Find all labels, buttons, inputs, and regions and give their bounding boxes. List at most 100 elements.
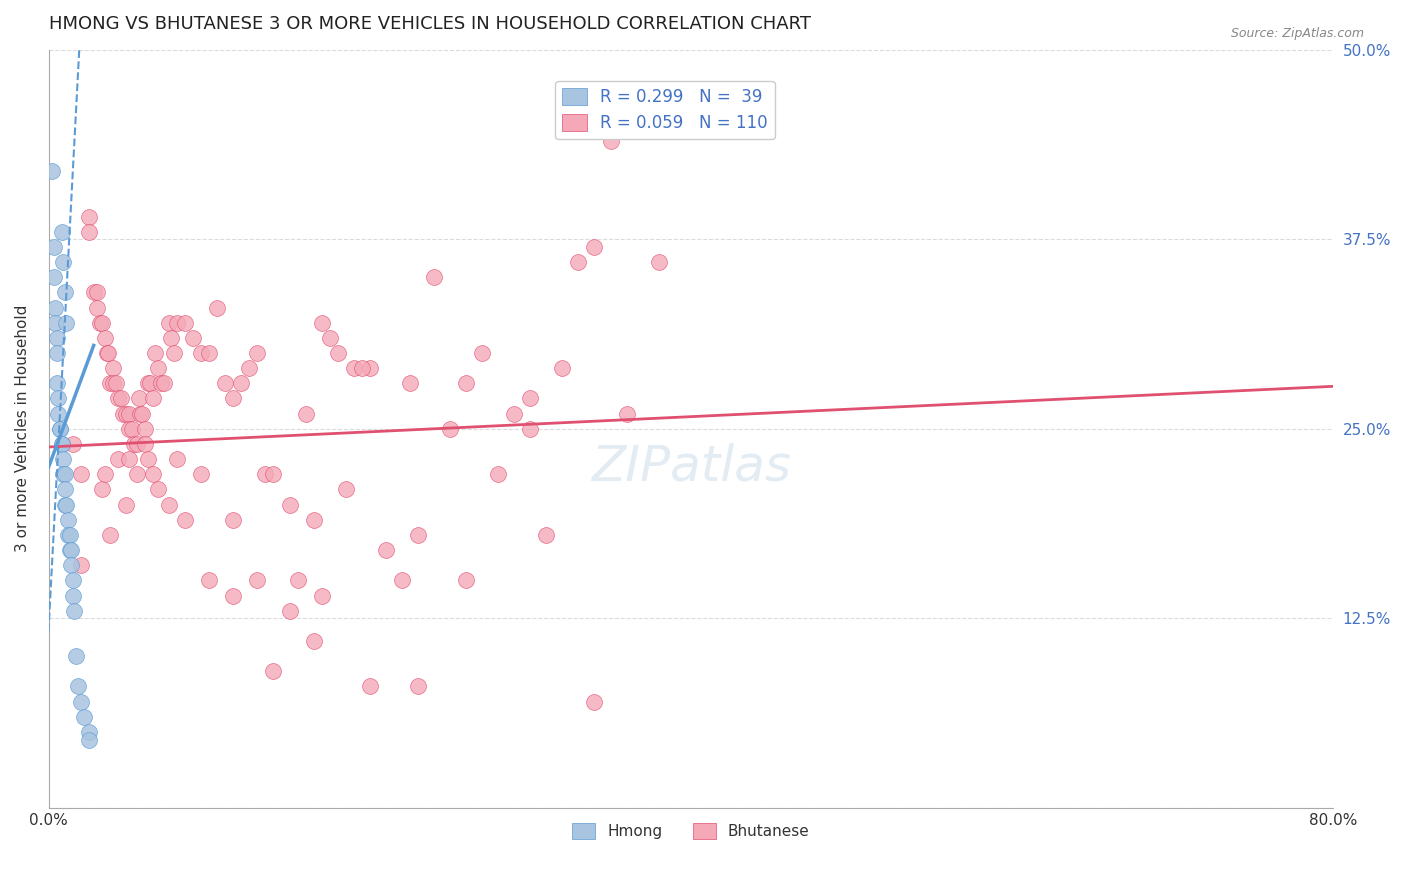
Y-axis label: 3 or more Vehicles in Household: 3 or more Vehicles in Household — [15, 305, 30, 552]
Point — [44, 316, 66, 330]
Point — [142, 392, 165, 406]
Point — [45, 346, 67, 360]
Point — [62, 574, 84, 588]
Point — [63, 604, 86, 618]
Point — [60, 558, 83, 573]
Point — [77, 725, 100, 739]
Point — [94, 331, 117, 345]
Point — [52, 452, 75, 467]
Point — [454, 574, 477, 588]
Point — [45, 376, 67, 391]
Point — [423, 270, 446, 285]
Point — [374, 543, 396, 558]
Point — [583, 240, 606, 254]
Point — [44, 301, 66, 315]
Point — [86, 301, 108, 315]
Point — [174, 513, 197, 527]
Text: ZIPatlas: ZIPatlas — [591, 442, 790, 491]
Point — [163, 346, 186, 360]
Point — [101, 361, 124, 376]
Point — [125, 437, 148, 451]
Point — [89, 316, 111, 330]
Point — [77, 225, 100, 239]
Point — [56, 513, 79, 527]
Point — [111, 407, 134, 421]
Point — [238, 361, 260, 376]
Point — [647, 255, 669, 269]
Point — [551, 361, 574, 376]
Point — [90, 483, 112, 497]
Point — [134, 422, 156, 436]
Point — [73, 710, 96, 724]
Point — [198, 574, 221, 588]
Point — [278, 498, 301, 512]
Point — [146, 361, 169, 376]
Point — [52, 467, 75, 482]
Point — [246, 574, 269, 588]
Text: Source: ZipAtlas.com: Source: ZipAtlas.com — [1230, 27, 1364, 40]
Point — [214, 376, 236, 391]
Point — [399, 376, 422, 391]
Point — [53, 467, 76, 482]
Point — [181, 331, 204, 345]
Point — [41, 164, 63, 178]
Point — [77, 732, 100, 747]
Point — [83, 285, 105, 300]
Point — [90, 316, 112, 330]
Point — [136, 452, 159, 467]
Point — [142, 467, 165, 482]
Point — [567, 255, 589, 269]
Point — [198, 346, 221, 360]
Point — [406, 680, 429, 694]
Point — [486, 467, 509, 482]
Point — [53, 498, 76, 512]
Point — [350, 361, 373, 376]
Point — [118, 452, 141, 467]
Point — [503, 407, 526, 421]
Point — [311, 316, 333, 330]
Point — [105, 376, 128, 391]
Point — [166, 452, 188, 467]
Point — [536, 528, 558, 542]
Point — [207, 301, 229, 315]
Point — [98, 528, 121, 542]
Point — [114, 498, 136, 512]
Point — [55, 316, 77, 330]
Point — [118, 407, 141, 421]
Point — [262, 665, 284, 679]
Point — [59, 528, 82, 542]
Point — [70, 467, 93, 482]
Point — [302, 634, 325, 648]
Point — [42, 270, 65, 285]
Point — [48, 407, 70, 421]
Point — [121, 422, 143, 436]
Point — [616, 407, 638, 421]
Point — [439, 422, 461, 436]
Point — [51, 225, 73, 239]
Point — [56, 528, 79, 542]
Point — [359, 361, 381, 376]
Point — [49, 422, 72, 436]
Point — [294, 407, 316, 421]
Point — [60, 543, 83, 558]
Legend: Hmong, Bhutanese: Hmong, Bhutanese — [565, 817, 815, 846]
Point — [406, 528, 429, 542]
Point — [94, 467, 117, 482]
Point — [146, 483, 169, 497]
Point — [62, 437, 84, 451]
Point — [174, 316, 197, 330]
Point — [222, 513, 245, 527]
Point — [51, 437, 73, 451]
Point — [96, 346, 118, 360]
Point — [287, 574, 309, 588]
Point — [118, 422, 141, 436]
Point — [454, 376, 477, 391]
Point — [70, 558, 93, 573]
Point — [98, 376, 121, 391]
Point — [49, 422, 72, 436]
Point — [143, 346, 166, 360]
Point — [128, 392, 150, 406]
Point — [70, 695, 93, 709]
Point — [262, 467, 284, 482]
Point — [519, 422, 541, 436]
